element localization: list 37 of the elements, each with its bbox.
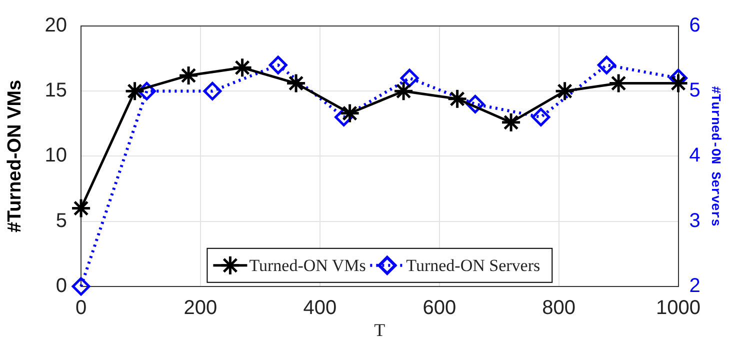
y2-tick-label: 3: [689, 210, 700, 232]
x-axis-title: T: [374, 320, 386, 340]
point: [340, 102, 360, 124]
x-tick-label: 200: [184, 296, 218, 319]
point: [124, 80, 146, 102]
y-tick-label: 5: [56, 210, 68, 232]
y-tick-label: 10: [44, 144, 68, 167]
point: [232, 57, 253, 78]
point: [286, 73, 306, 94]
legend-label: Turned-ON Servers: [406, 256, 540, 275]
point: [203, 82, 222, 100]
y-tick-label: 0: [56, 274, 68, 297]
x-tick-label: 0: [75, 296, 87, 319]
y-tick-label: 20: [44, 14, 68, 37]
legend-label: Turned-ON VMs: [249, 256, 366, 275]
x-tick-label: 600: [422, 296, 456, 319]
point: [72, 277, 90, 296]
point: [268, 56, 288, 74]
y-axis-title: #Turned-ON VMs: [4, 80, 26, 233]
point: [178, 65, 199, 86]
y2-tick-label: 6: [689, 14, 700, 37]
y2-axis-title: #Turned-ON Servers: [708, 86, 723, 227]
point: [393, 80, 414, 102]
x-tick-label: 400: [303, 296, 337, 319]
y2-tick-label: 4: [689, 144, 700, 167]
point: [532, 108, 550, 126]
point: [400, 68, 419, 88]
point: [500, 112, 522, 133]
y-tick-label: 15: [44, 80, 68, 102]
point: [447, 88, 468, 110]
y2-tick-label: 2: [689, 274, 700, 297]
point: [554, 80, 576, 102]
x-tick-label: 800: [542, 296, 576, 319]
x-tick-label: 1000: [656, 296, 701, 319]
point: [70, 198, 92, 219]
point: [597, 56, 616, 74]
y2-tick-label: 5: [689, 80, 700, 102]
